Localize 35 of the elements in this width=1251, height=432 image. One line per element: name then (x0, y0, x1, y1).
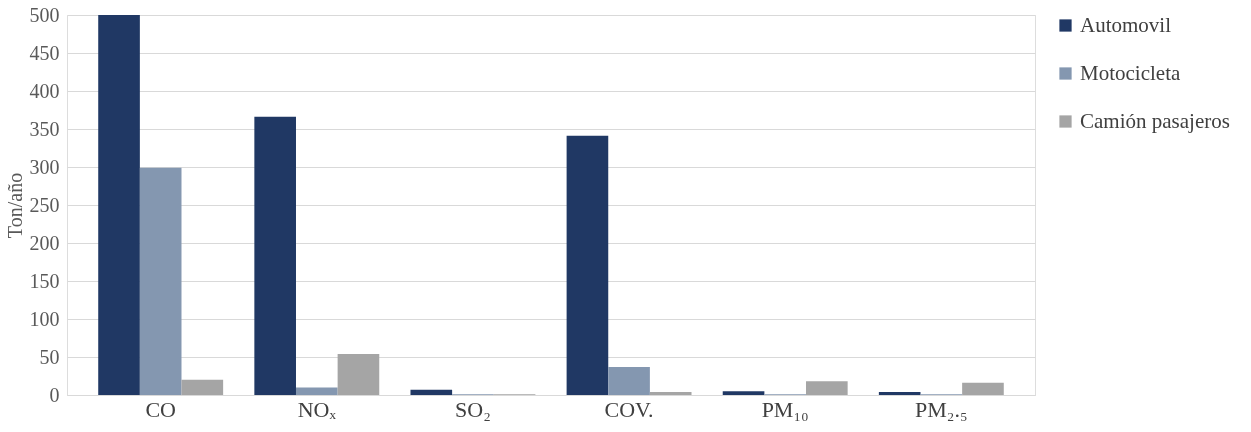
y-tick-label: 350 (29, 117, 60, 140)
y-tick-label: 0 (49, 383, 60, 406)
y-tick-label: 150 (29, 269, 60, 292)
y-tick-label: 250 (29, 193, 60, 216)
legend-label: Camión pasajeros (1080, 108, 1230, 133)
bar (962, 382, 1004, 395)
y-tick-label: 200 (29, 231, 60, 254)
bar (181, 379, 224, 395)
x-tick-label: COV. (604, 396, 654, 422)
y-tick-label: 400 (29, 79, 60, 102)
bar (139, 167, 182, 395)
bar (722, 391, 765, 395)
bar (878, 391, 921, 395)
x-tick-label: CO (145, 396, 176, 422)
y-tick-label: 300 (29, 155, 60, 178)
x-tick-label: PM₁₀ (761, 396, 809, 422)
y-tick-label: 500 (29, 3, 60, 26)
bar (566, 135, 609, 395)
bar (806, 381, 848, 395)
x-tick-label: SO₂ (455, 396, 491, 422)
bar (98, 15, 140, 395)
y-axis-title: Ton/año (3, 172, 26, 239)
y-tick-label: 450 (29, 41, 60, 64)
legend-label: Automovil (1080, 12, 1172, 37)
y-tick-label: 50 (39, 345, 60, 368)
legend-label: Motocicleta (1080, 60, 1181, 85)
bar (254, 116, 296, 395)
x-tick-label: PM₂.₅ (915, 396, 968, 422)
bar (649, 391, 692, 395)
y-tick-label: 100 (29, 307, 60, 330)
bar (295, 387, 338, 395)
bar (410, 389, 453, 395)
x-tick-label: NOₓ (297, 396, 337, 422)
bar (608, 366, 650, 395)
bar (337, 353, 380, 395)
